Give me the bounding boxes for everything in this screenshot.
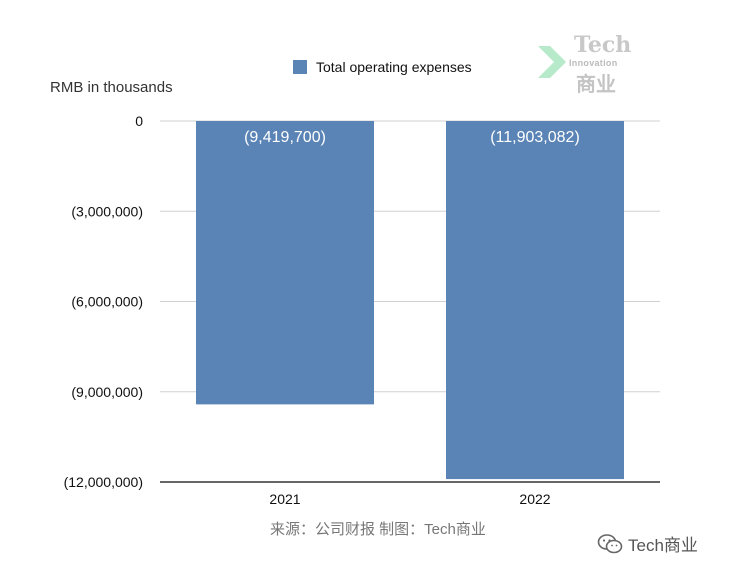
legend: Total operating expenses [293, 59, 472, 75]
bars [196, 121, 624, 480]
tech-innovation-logo: Tech Innovation 商业 [536, 30, 636, 96]
x-tick-label-2021: 2021 [269, 491, 300, 507]
source-note: 来源：公司财报 制图：Tech商业 [270, 521, 486, 538]
wechat-watermark: Tech商业 [597, 531, 698, 556]
y-tick-label: (3,000,000) [71, 203, 143, 219]
data-labels: (9,419,700) (11,903,082) [244, 129, 580, 146]
bar-2022 [446, 121, 624, 480]
y-tick-label: (6,000,000) [71, 294, 143, 310]
y-tick-label: (12,000,000) [64, 474, 143, 490]
wechat-icon [597, 533, 623, 553]
y-tick-label: (9,000,000) [71, 384, 143, 400]
legend-label: Total operating expenses [316, 59, 472, 75]
logo-text-shangye: 商业 [576, 74, 616, 96]
arrow-logo-icon [538, 46, 566, 78]
watermark-text: Tech商业 [628, 536, 698, 555]
y-tick-label: 0 [135, 113, 143, 129]
y-axis-unit-label: RMB in thousands [50, 79, 173, 96]
bar-2021 [196, 121, 374, 405]
logo-text-tech: Tech [574, 32, 632, 58]
data-label-2021: (9,419,700) [244, 129, 326, 146]
data-label-2022: (11,903,082) [490, 129, 580, 146]
legend-swatch [293, 60, 307, 74]
logo-text-innovation: Innovation [569, 58, 618, 68]
x-tick-labels: 2021 2022 [269, 491, 550, 507]
y-tick-labels: 0 (3,000,000) (6,000,000) (9,000,000) (12,00… [64, 113, 144, 490]
x-tick-label-2022: 2022 [519, 491, 550, 507]
